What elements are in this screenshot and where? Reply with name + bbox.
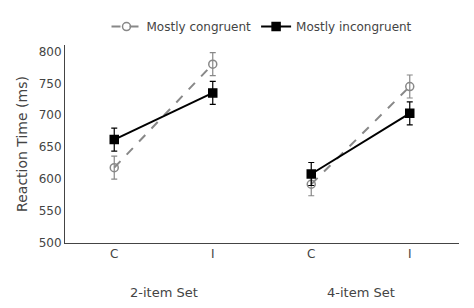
svg-text:600: 600 bbox=[39, 172, 62, 186]
svg-text:700: 700 bbox=[39, 108, 62, 122]
svg-text:550: 550 bbox=[39, 204, 62, 218]
svg-text:4-item Set: 4-item Set bbox=[327, 285, 395, 300]
svg-text:650: 650 bbox=[39, 140, 62, 154]
svg-text:2-item Set: 2-item Set bbox=[130, 285, 198, 300]
svg-text:C: C bbox=[110, 247, 118, 261]
svg-text:Mostly congruent: Mostly congruent bbox=[147, 20, 252, 34]
svg-text:800: 800 bbox=[39, 45, 62, 59]
svg-text:I: I bbox=[211, 247, 215, 261]
svg-text:I: I bbox=[408, 247, 412, 261]
svg-text:Reaction Time (ms): Reaction Time (ms) bbox=[14, 76, 30, 212]
svg-text:500: 500 bbox=[39, 236, 62, 250]
svg-text:750: 750 bbox=[39, 77, 62, 91]
svg-text:Mostly incongruent: Mostly incongruent bbox=[296, 20, 412, 34]
svg-text:C: C bbox=[307, 247, 315, 261]
